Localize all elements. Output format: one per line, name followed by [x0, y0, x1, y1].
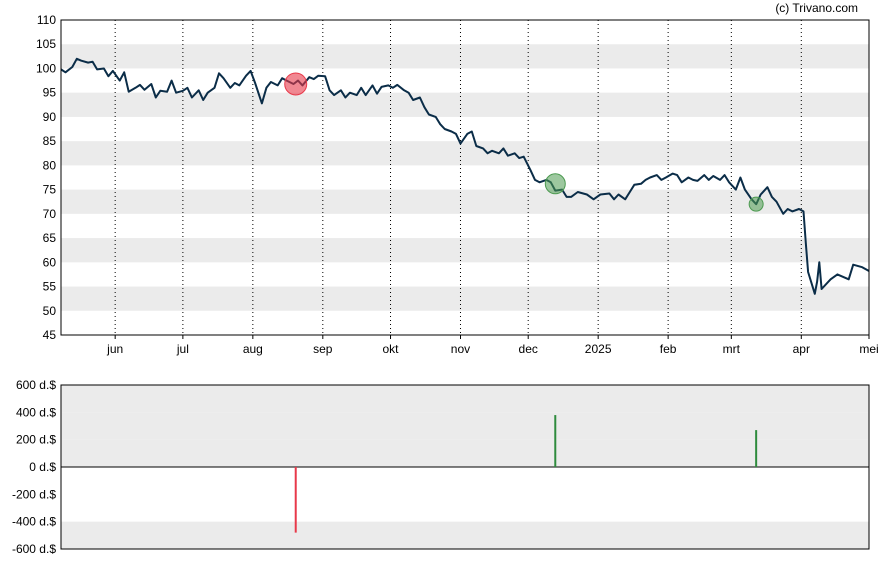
price-x-tick-label: dec [519, 342, 538, 356]
price-grid-band [61, 286, 869, 311]
price-y-tick-label: 80 [43, 158, 57, 172]
volume-y-tick-label: 400 d.$ [16, 405, 56, 419]
price-x-tick-label: nov [451, 342, 470, 356]
price-y-tick-label: 45 [43, 328, 57, 342]
price-y-tick-label: 90 [43, 110, 57, 124]
price-x-tick-label: sep [313, 342, 333, 356]
volume-y-tick-label: 600 d.$ [16, 378, 56, 392]
price-y-tick-label: 75 [43, 183, 57, 197]
volume-y-tick-label: -600 d.$ [12, 542, 56, 556]
price-y-tick-label: 100 [36, 61, 56, 75]
volume-y-tick-label: -200 d.$ [12, 487, 56, 501]
price-grid-band [61, 189, 869, 214]
price-frame [60, 19, 870, 336]
price-y-tick-label: 70 [43, 207, 57, 221]
volume-grid-band [61, 521, 869, 549]
price-x-tick-label: okt [383, 342, 400, 356]
price-grid-band [61, 44, 869, 69]
volume-y-tick-label: -400 d.$ [12, 515, 56, 529]
price-grid-band [61, 92, 869, 117]
price-y-tick-label: 50 [43, 304, 57, 318]
price-panel: 45 50 55 60 65 70 75 80 85 90 95 100 105 110 jun jul aug… [36, 13, 879, 356]
transaction-panel: -600 d.$ -400 d.$ -200 d.$ 0 d.$ 200 d.$ 400 … [12, 378, 870, 556]
price-grid-band [61, 141, 869, 166]
credit-text: (c) Trivano.com [775, 1, 858, 15]
price-x-tick-label: jul [176, 342, 189, 356]
price-y-tick-label: 55 [43, 280, 57, 294]
sell-marker [284, 72, 308, 96]
price-x-tick-label: feb [660, 342, 677, 356]
price-y-tick-label: 65 [43, 231, 57, 245]
volume-y-tick-label: 200 d.$ [16, 433, 56, 447]
volume-grid-band [61, 385, 869, 413]
volume-y-tick-label: 0 d.$ [29, 460, 56, 474]
price-y-tick-label: 85 [43, 134, 57, 148]
volume-frame [60, 384, 870, 550]
volume-grid-band [61, 439, 869, 467]
price-y-tick-label: 95 [43, 86, 57, 100]
price-x-tick-label: jun [106, 342, 123, 356]
volume-grid-band [61, 412, 869, 440]
price-y-tick-label: 60 [43, 255, 57, 269]
price-y-tick-label: 105 [36, 37, 56, 51]
price-series-line [60, 57, 870, 295]
price-x-tick-label: mei [859, 342, 878, 356]
price-grid-band [61, 238, 869, 263]
buy-marker [748, 196, 764, 212]
price-y-tick-label: 110 [37, 13, 56, 27]
price-x-tick-label: aug [243, 342, 263, 356]
buy-marker [544, 173, 566, 195]
price-x-tick-label: apr [793, 342, 810, 356]
price-x-tick-label: 2025 [585, 342, 612, 356]
price-x-tick-label: mrt [723, 342, 741, 356]
